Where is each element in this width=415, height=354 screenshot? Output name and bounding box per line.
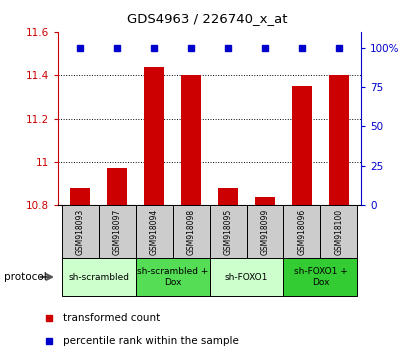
Text: GSM918099: GSM918099 [261, 209, 269, 255]
Bar [283, 258, 357, 296]
Bar [329, 75, 349, 205]
Bar [292, 86, 312, 205]
Text: sh-scrambled +
Dox: sh-scrambled + Dox [137, 267, 208, 287]
Bar [210, 258, 283, 296]
Text: GDS4963 / 226740_x_at: GDS4963 / 226740_x_at [127, 12, 288, 25]
Text: GSM918097: GSM918097 [113, 209, 122, 255]
Bar [136, 258, 210, 296]
Bar [144, 67, 164, 205]
Bar [173, 205, 210, 258]
Text: sh-FOXO1 +
Dox: sh-FOXO1 + Dox [293, 267, 347, 287]
Bar [218, 188, 238, 205]
Bar [210, 205, 247, 258]
Text: protocol: protocol [4, 272, 47, 282]
Bar [255, 197, 275, 205]
Bar [70, 188, 90, 205]
Text: sh-scrambled: sh-scrambled [68, 273, 129, 281]
Bar [247, 205, 283, 258]
Text: percentile rank within the sample: percentile rank within the sample [63, 336, 239, 346]
Text: sh-FOXO1: sh-FOXO1 [225, 273, 268, 281]
Text: GSM918098: GSM918098 [187, 209, 195, 255]
Text: GSM918096: GSM918096 [298, 209, 306, 255]
Bar [62, 205, 99, 258]
Bar [283, 205, 320, 258]
Text: transformed count: transformed count [63, 313, 161, 323]
Text: GSM918094: GSM918094 [150, 209, 159, 255]
Text: GSM918095: GSM918095 [224, 209, 232, 255]
Bar [136, 205, 173, 258]
Bar [320, 205, 357, 258]
Bar [62, 258, 136, 296]
Bar [107, 169, 127, 205]
Text: GSM918093: GSM918093 [76, 209, 85, 255]
Bar [181, 75, 201, 205]
Text: GSM918100: GSM918100 [334, 209, 343, 255]
Bar [99, 205, 136, 258]
